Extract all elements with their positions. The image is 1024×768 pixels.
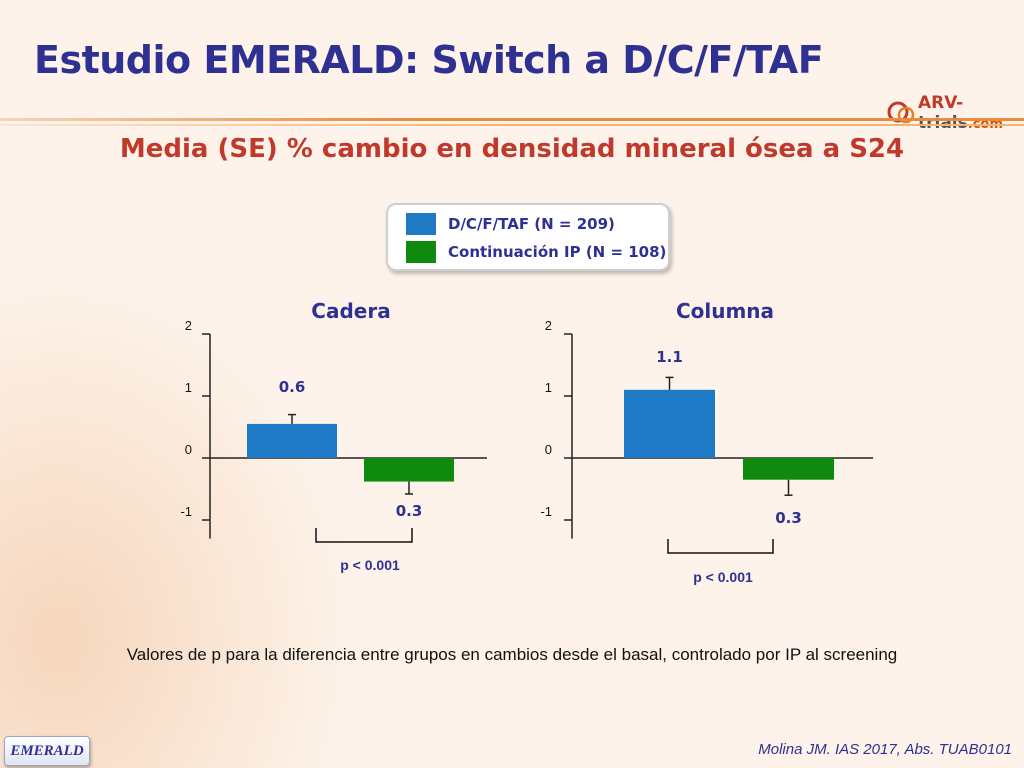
chart-columna-y-tick-label: -1 [540, 504, 552, 519]
chart-cadera-pvalue: p < 0.001 [340, 557, 400, 573]
chart-columna-y-tick-label: 2 [545, 318, 552, 333]
logo-mark-icon [886, 100, 918, 126]
chart-cadera-data-label: 0.3 [396, 502, 423, 520]
chart-columna-y-tick-label: 0 [545, 442, 552, 457]
title-divider-secondary [0, 124, 1024, 126]
chart-columna-data-label: 0.3 [775, 509, 802, 527]
chart-cadera-bar-continuacion-ip [364, 458, 454, 482]
citation: Molina JM. IAS 2017, Abs. TUAB0101 [758, 741, 1012, 758]
emerald-badge: EMERALD [4, 736, 90, 766]
legend-item-dcftaf: D/C/F/TAF (N = 209) [406, 213, 615, 235]
chart-cadera-y-tick-label: 0 [185, 442, 192, 457]
legend-label-continuacion-ip: Continuación IP (N = 108) [448, 243, 667, 261]
chart-columna-y-tick-label: 1 [545, 380, 552, 395]
chart-columna-bar-dcftaf [624, 389, 715, 458]
chart-cadera-significance-bracket [315, 528, 413, 543]
chart-cadera-title: Cadera [311, 299, 390, 323]
chart-cadera-y-tick-label: 1 [185, 380, 192, 395]
chart-columna-data-label: 1.1 [656, 348, 683, 366]
chart-cadera-y-tick-label: 2 [185, 318, 192, 333]
charts-canvas: Cadera 2 1 0 -1 0.6 0.3 p < 0.001 Columna 2 1 0 -1 1.… [180, 299, 873, 585]
chart-columna-title: Columna [676, 299, 774, 323]
chart-cadera-data-label: 0.6 [279, 378, 306, 396]
chart-legend: D/C/F/TAF (N = 209) Continuación IP (N =… [386, 203, 670, 271]
chart-subtitle: Media (SE) % cambio en densidad mineral … [119, 134, 905, 164]
chart-columna-bar-continuacion-ip [743, 458, 834, 480]
slide-title: Estudio EMERALD: Switch a D/C/F/TAF [34, 38, 824, 82]
footnote: Valores de p para la diferencia entre gr… [126, 645, 898, 664]
chart-columna-pvalue: p < 0.001 [693, 569, 753, 585]
legend-swatch-blue [406, 213, 436, 235]
legend-item-continuacion-ip: Continuación IP (N = 108) [406, 241, 666, 263]
title-divider [0, 118, 1024, 121]
chart-columna-significance-bracket [667, 539, 774, 554]
legend-label-dcftaf: D/C/F/TAF (N = 209) [448, 215, 615, 233]
chart-cadera-bar-dcftaf [247, 423, 337, 458]
chart-cadera-y-tick-label: -1 [180, 504, 192, 519]
legend-swatch-green [406, 241, 436, 263]
